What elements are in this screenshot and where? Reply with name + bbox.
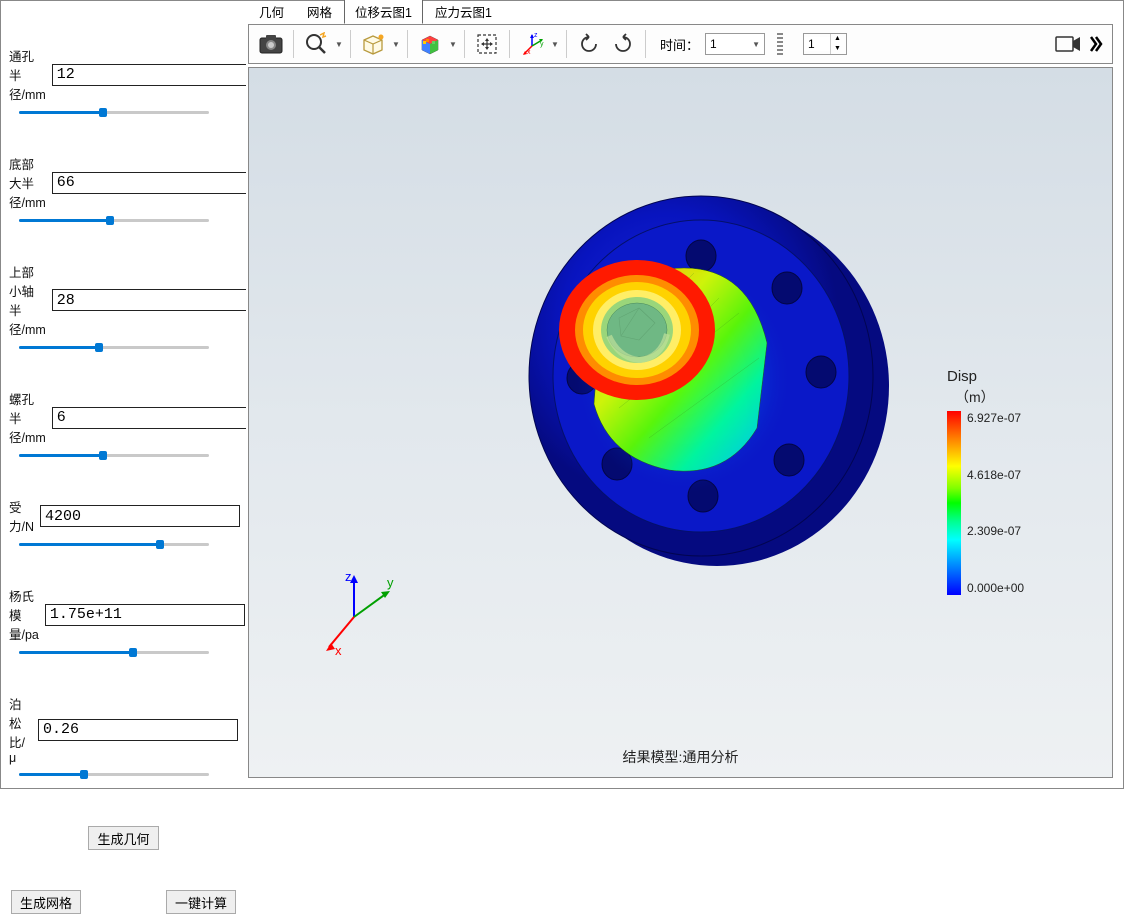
generate-mesh-button[interactable]: 生成网格: [11, 890, 81, 914]
svg-text:z: z: [345, 569, 352, 584]
legend-tick-3: 0.000e+00: [967, 581, 1024, 595]
zoom-button[interactable]: [300, 28, 332, 60]
svg-text:y: y: [387, 575, 394, 590]
colormap-button[interactable]: [414, 28, 446, 60]
colormap-dropdown[interactable]: ▼: [448, 28, 458, 60]
param-input-4[interactable]: [40, 505, 240, 527]
param-label-4: 受力/N: [9, 497, 34, 535]
spinner-down[interactable]: ▼: [831, 44, 844, 54]
param-label-6: 泊松比/μ: [9, 694, 32, 765]
param-slider-4[interactable]: [19, 537, 209, 551]
param-input-6[interactable]: [38, 719, 238, 741]
expand-toolbar-button[interactable]: [1086, 28, 1106, 60]
svg-text:x: x: [527, 49, 531, 56]
param-label-5: 杨氏模量/pa: [9, 586, 39, 643]
zoom-dropdown[interactable]: ▼: [334, 28, 344, 60]
color-legend: Disp （m） 6.927e-07 4.618e-07 2.309e-07 0.00…: [947, 368, 1057, 595]
param-input-5[interactable]: [45, 604, 245, 626]
legend-tick-0: 6.927e-07: [967, 411, 1024, 425]
coordinate-triad: z y x: [309, 567, 399, 657]
param-input-1[interactable]: [52, 172, 252, 194]
param-slider-1[interactable]: [19, 213, 209, 227]
legend-colorbar: [947, 411, 961, 595]
axes-dropdown[interactable]: ▼: [550, 28, 560, 60]
param-input-2[interactable]: [52, 289, 252, 311]
viewport-toolbar: ▼ ▼ ▼: [248, 24, 1113, 64]
param-label-0: 通孔半径/mm: [9, 46, 46, 103]
svg-text:z: z: [534, 32, 538, 39]
time-select[interactable]: 1▼: [705, 33, 765, 55]
parameters-panel: 通孔半径/mm 底部大半径/mm 上部小轴半径/mm 螺孔半径/mm: [1, 1, 246, 788]
camera-record-button[interactable]: [1052, 28, 1084, 60]
axes-button[interactable]: z y x: [516, 28, 548, 60]
param-input-3[interactable]: [52, 407, 252, 429]
tab-3[interactable]: 应力云图1: [424, 0, 503, 23]
param-slider-6[interactable]: [19, 767, 209, 781]
param-input-0[interactable]: [52, 64, 252, 86]
param-slider-3[interactable]: [19, 448, 209, 462]
param-slider-5[interactable]: [19, 645, 209, 659]
svg-text:x: x: [335, 643, 342, 657]
svg-text:y: y: [540, 41, 544, 48]
tab-2[interactable]: 位移云图1: [344, 0, 423, 24]
generate-geometry-button[interactable]: 生成几何: [88, 826, 158, 850]
rotate-cw-button[interactable]: [607, 28, 639, 60]
param-label-2: 上部小轴半径/mm: [9, 262, 46, 338]
rotate-ccw-button[interactable]: [573, 28, 605, 60]
fea-model: [469, 148, 909, 588]
tab-1[interactable]: 网格: [296, 0, 343, 23]
render-dropdown[interactable]: ▼: [391, 28, 401, 60]
frame-spinner[interactable]: ▲▼: [803, 33, 847, 55]
param-label-3: 螺孔半径/mm: [9, 389, 46, 446]
frame-spinner-input[interactable]: [804, 37, 830, 51]
time-slider[interactable]: [777, 33, 783, 55]
tab-0[interactable]: 几何: [248, 0, 295, 23]
legend-tick-1: 4.618e-07: [967, 468, 1024, 482]
tabs-bar: 几何网格位移云图1应力云图1: [246, 1, 1123, 23]
param-slider-2[interactable]: [19, 340, 209, 354]
compute-button[interactable]: 一键计算: [166, 890, 236, 914]
result-model-label: 结果模型:通用分析: [623, 747, 739, 767]
param-slider-0[interactable]: [19, 105, 209, 119]
time-label: 时间：: [660, 35, 699, 54]
render-mode-button[interactable]: [357, 28, 389, 60]
legend-tick-2: 2.309e-07: [967, 524, 1024, 538]
legend-unit: （m）: [947, 387, 1057, 407]
param-label-1: 底部大半径/mm: [9, 154, 46, 211]
legend-title: Disp: [947, 368, 1057, 385]
spinner-up[interactable]: ▲: [831, 34, 844, 44]
viewport-3d[interactable]: z y x Disp （m） 6.927e-07 4.618e-07 2.309e-…: [248, 67, 1113, 778]
screenshot-button[interactable]: [255, 28, 287, 60]
fit-view-button[interactable]: [471, 28, 503, 60]
